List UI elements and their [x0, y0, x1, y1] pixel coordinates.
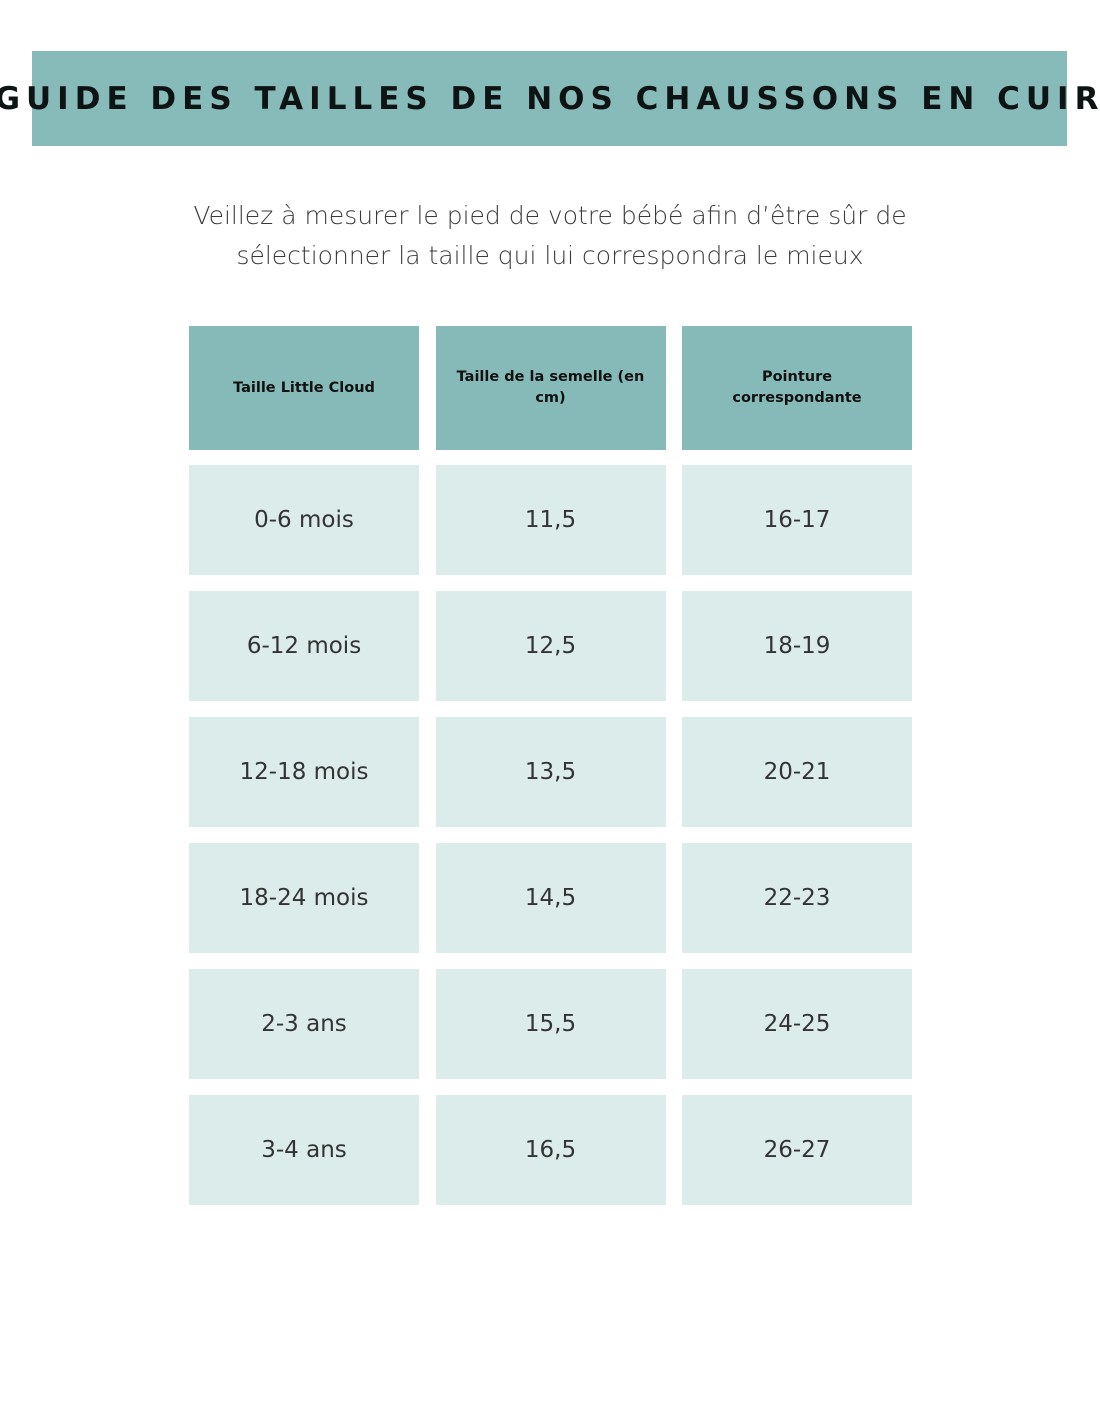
header-size-little-cloud: Taille Little Cloud	[189, 326, 419, 450]
cell-sole-length: 15,5	[435, 969, 666, 1079]
intro-line: sélectionner la taille qui lui correspon…	[236, 241, 864, 270]
cell-size: 0-6 mois	[189, 465, 419, 575]
cell-shoe-size: 22-23	[682, 843, 912, 953]
header-shoe-size: Pointure correspondante	[682, 326, 912, 450]
cell-sole-length: 12,5	[435, 591, 666, 701]
intro-text: Veillez à mesurer le pied de votre bébé …	[100, 196, 1000, 276]
cell-size: 6-12 mois	[189, 591, 419, 701]
title-banner: GUIDE DES TAILLES DE NOS CHAUSSONS EN CU…	[0, 51, 1098, 146]
cell-shoe-size: 18-19	[682, 591, 912, 701]
cell-shoe-size: 26-27	[682, 1095, 912, 1205]
size-table: Taille Little Cloud Taille de la semelle…	[189, 326, 912, 1221]
cell-shoe-size: 20-21	[682, 717, 912, 827]
cell-size: 18-24 mois	[189, 843, 419, 953]
page-title: GUIDE DES TAILLES DE NOS CHAUSSONS EN CU…	[0, 80, 1100, 117]
cell-sole-length: 13,5	[435, 717, 666, 827]
cell-size: 12-18 mois	[189, 717, 419, 827]
cell-size: 2-3 ans	[189, 969, 419, 1079]
cell-sole-length: 16,5	[435, 1095, 666, 1205]
cell-sole-length: 14,5	[435, 843, 666, 953]
cell-shoe-size: 16-17	[682, 465, 912, 575]
header-sole-length: Taille de la semelle (en cm)	[435, 326, 666, 450]
cell-sole-length: 11,5	[435, 465, 666, 575]
intro-line: Veillez à mesurer le pied de votre bébé …	[193, 201, 907, 230]
cell-shoe-size: 24-25	[682, 969, 912, 1079]
cell-size: 3-4 ans	[189, 1095, 419, 1205]
